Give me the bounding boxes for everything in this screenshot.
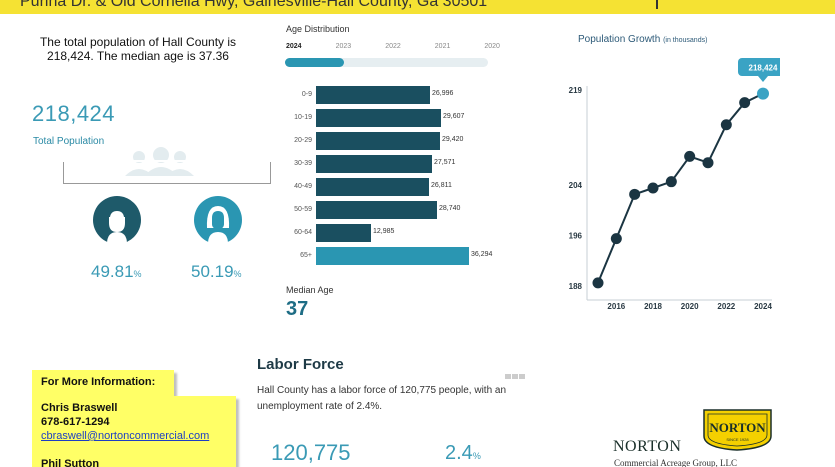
y-tick-label: 204 (569, 181, 583, 190)
population-growth-chart: 188 196 204 219 2016 2018 2020 2022 2024 218,424 (569, 58, 780, 311)
growth-data-point (739, 97, 751, 109)
y-tick-label: 219 (569, 86, 583, 95)
age-row-label: 65+ (300, 252, 312, 259)
age-bar-value: 36,294 (471, 251, 493, 258)
population-summary: The total population of Hall County is 2… (39, 35, 237, 63)
year-slider[interactable] (285, 58, 488, 67)
y-tick-label: 196 (569, 231, 583, 240)
year-tabs[interactable]: 2024 2023 2022 2021 2020 (286, 43, 500, 50)
total-population-label: Total Population (33, 136, 105, 147)
age-bar (316, 247, 469, 265)
growth-data-point (629, 188, 641, 200)
age-bar-value: 29,607 (443, 113, 465, 120)
x-tick-label: 2022 (717, 302, 735, 311)
age-bar (316, 155, 432, 173)
male-percentage: 49.81% (91, 262, 142, 281)
age-row-label: 10-19 (294, 114, 312, 121)
age-bar (316, 224, 371, 242)
y-tick-label: 188 (569, 282, 583, 291)
brand-name: NORTON (613, 438, 682, 455)
contact-name-2: Phil Sutton (41, 458, 100, 467)
badge-since: SINCE 1928 (726, 437, 749, 442)
age-row-label: 50-59 (294, 206, 312, 213)
property-address: Purina Dr. & Old Cornelia Hwy, Gainesvil… (20, 0, 488, 10)
callout-value: 218,424 (749, 64, 778, 73)
x-tick-label: 2018 (644, 302, 662, 311)
growth-series-line (597, 92, 764, 284)
median-age-value: 37 (286, 298, 309, 320)
people-group-icon (125, 147, 194, 176)
growth-data-point (757, 87, 769, 100)
growth-data-point (647, 182, 659, 194)
growth-data-point (610, 233, 622, 245)
total-population-value: 218,424 (32, 101, 116, 126)
labor-force-description: Hall County has a labor force of 120,775… (257, 385, 507, 412)
age-bar (316, 201, 437, 219)
growth-data-point (592, 277, 604, 289)
tab-year-2023[interactable]: 2023 (335, 43, 352, 50)
header-divider (656, 0, 658, 9)
brand-subtitle: Commercial Acreage Group, LLC (614, 458, 737, 467)
x-tick-label: 2020 (681, 302, 699, 311)
population-growth-title: Population Growth (in thousands) (578, 34, 708, 45)
contact-phone-1[interactable]: 678-617-1294 (41, 416, 110, 428)
contact-box: Chris Braswell 678-617-1294 cbraswell@no… (32, 396, 236, 467)
contact-heading-box: For More Information: (32, 370, 174, 396)
x-tick-label: 2016 (607, 302, 625, 311)
labor-force-value: 120,775 (271, 440, 351, 465)
age-bar-value: 29,420 (442, 136, 464, 143)
age-distribution-title: Age Distribution (286, 24, 350, 34)
norton-logo-badge: NORTON SINCE 1928 (703, 409, 772, 451)
callout-pointer (758, 76, 768, 82)
growth-data-point (702, 157, 714, 169)
age-row-label: 20-29 (294, 137, 312, 144)
gender-bracket (63, 160, 271, 184)
age-bar (316, 109, 441, 127)
female-icon (194, 196, 242, 244)
tab-year-2020[interactable]: 2020 (484, 43, 500, 50)
age-bar-value: 27,571 (434, 159, 456, 166)
contact-heading: For More Information: (41, 376, 156, 388)
labor-force-title: Labor Force (257, 356, 344, 373)
x-tick-label: 2024 (754, 302, 772, 311)
male-icon (93, 196, 141, 244)
age-bar-value: 26,811 (431, 182, 452, 189)
age-bar (316, 178, 429, 196)
badge-text: NORTON (709, 420, 766, 435)
growth-data-point (665, 176, 677, 188)
callout-bubble (738, 58, 780, 76)
median-age-label: Median Age (286, 285, 334, 295)
age-bar (316, 132, 440, 150)
header-bar: Purina Dr. & Old Cornelia Hwy, Gainesvil… (0, 0, 835, 14)
age-row-label: 30-39 (294, 160, 312, 167)
unemployment-rate: 2.4% (445, 442, 481, 464)
age-bar-value: 12,985 (373, 228, 395, 235)
contact-email-1[interactable]: cbraswell@nortoncommercial.com (41, 430, 210, 442)
age-row-label: 60-64 (294, 229, 312, 236)
age-bar (316, 86, 430, 104)
contact-name-1: Chris Braswell (41, 402, 118, 414)
tab-year-2024[interactable]: 2024 (286, 43, 302, 50)
age-bar-value: 28,740 (439, 205, 461, 212)
age-row-label: 0-9 (301, 91, 312, 98)
growth-data-point (720, 119, 732, 131)
female-percentage: 50.19% (191, 262, 242, 281)
growth-data-point (684, 150, 696, 162)
labor-section-dots (505, 366, 526, 384)
year-slider-fill (285, 58, 344, 67)
tab-year-2021[interactable]: 2021 (434, 43, 451, 50)
age-row-label: 40-49 (294, 183, 312, 190)
tab-year-2022[interactable]: 2022 (385, 43, 401, 50)
age-bar-value: 26,996 (432, 90, 454, 97)
